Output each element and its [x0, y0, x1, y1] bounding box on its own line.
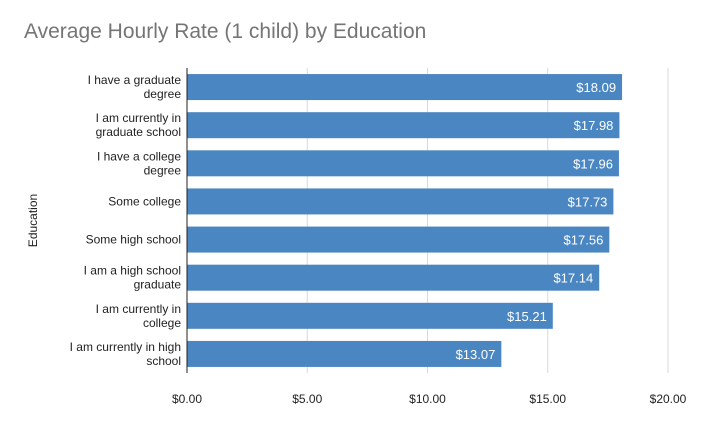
category-label: Some college	[108, 194, 181, 208]
category-label: I am a high school graduate	[84, 264, 182, 292]
bar-value-label: $17.73	[568, 194, 608, 209]
bar	[187, 150, 619, 177]
x-tick-label: $0.00	[172, 392, 202, 406]
category-label: I have a graduate degree	[88, 73, 182, 101]
x-tick-label: $10.00	[409, 392, 446, 406]
bar-value-label: $18.09	[576, 80, 616, 95]
category-label: I am currently in graduate school	[96, 111, 181, 139]
x-tick-label: $20.00	[650, 392, 687, 406]
x-tick-label: $5.00	[292, 392, 322, 406]
category-label: I am currently in college	[96, 302, 182, 330]
bar	[187, 226, 610, 253]
bar	[187, 74, 623, 101]
bar-value-label: $17.96	[573, 156, 613, 171]
chart-title: Average Hourly Rate (1 child) by Educati…	[24, 20, 427, 43]
category-label: I am currently in high school	[70, 340, 181, 368]
bar	[187, 340, 502, 367]
bar-value-label: $13.07	[456, 347, 496, 362]
bar-value-label: $17.56	[564, 233, 604, 248]
bar	[187, 188, 614, 215]
category-label: Some high school	[86, 233, 181, 247]
x-tick-label: $15.00	[529, 392, 566, 406]
bar-value-label: $15.21	[507, 309, 547, 324]
bar	[187, 112, 620, 139]
category-labels: I have a graduate degree I am currently in…	[70, 73, 182, 368]
category-label: I have a college degree	[97, 149, 181, 177]
y-axis-title: Education	[26, 194, 40, 247]
bar-value-label: $17.98	[574, 118, 614, 133]
bar-layer: $18.09 $17.98 $17.96 $17.73 $17.56 $17.14 $15.…	[187, 74, 623, 367]
bar	[187, 264, 600, 291]
bar	[187, 302, 553, 329]
bar-value-label: $17.14	[553, 271, 593, 286]
x-axis-ticks: $0.00 $5.00 $10.00 $15.00 $20.00	[172, 392, 687, 406]
